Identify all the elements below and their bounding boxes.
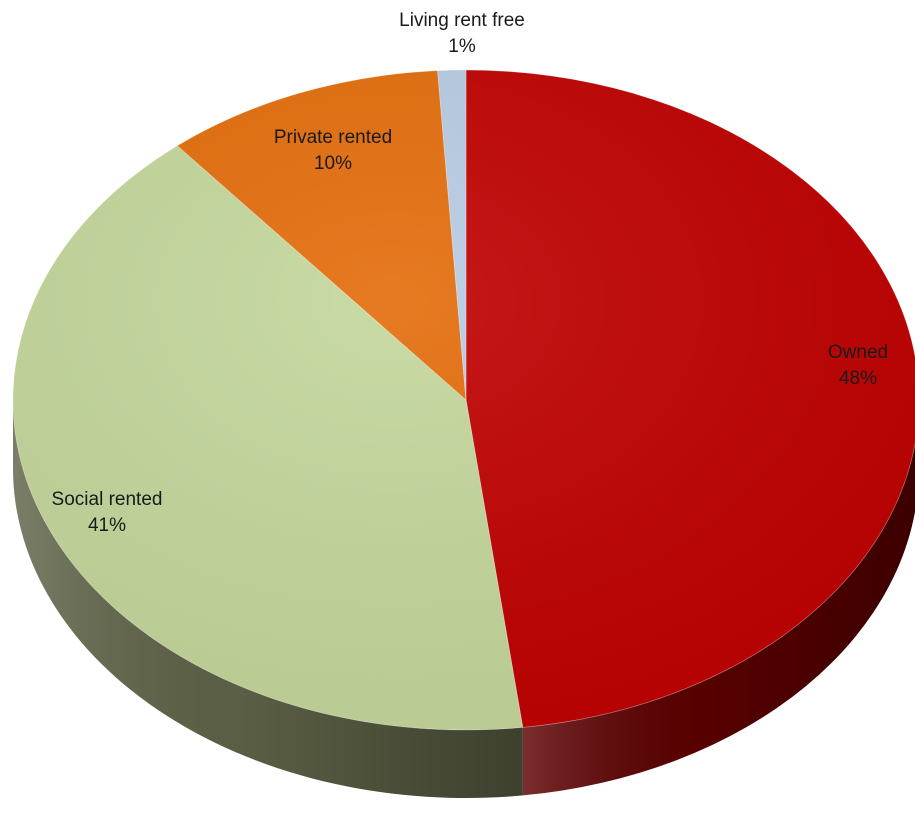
slice-label-living-rent-free-category: Living rent free xyxy=(399,10,525,31)
slice-label-social-rented-value: 41% xyxy=(87,515,127,536)
slice-label-living-rent-free: Living rent free 1% xyxy=(399,8,525,60)
slice-label-owned-category: Owned xyxy=(827,342,889,363)
slice-label-private-rented: Private rented 10% xyxy=(274,125,392,177)
slice-label-private-rented-value: 10% xyxy=(313,153,353,174)
slice-label-private-rented-category: Private rented xyxy=(273,127,393,148)
slice-label-social-rented: Social rented 41% xyxy=(52,487,163,539)
slice-label-owned-value: 48% xyxy=(838,368,878,389)
slice-label-social-rented-category: Social rented xyxy=(51,489,163,510)
slice-label-living-rent-free-value: 1% xyxy=(448,36,476,57)
slice-label-owned: Owned 48% xyxy=(828,340,888,392)
